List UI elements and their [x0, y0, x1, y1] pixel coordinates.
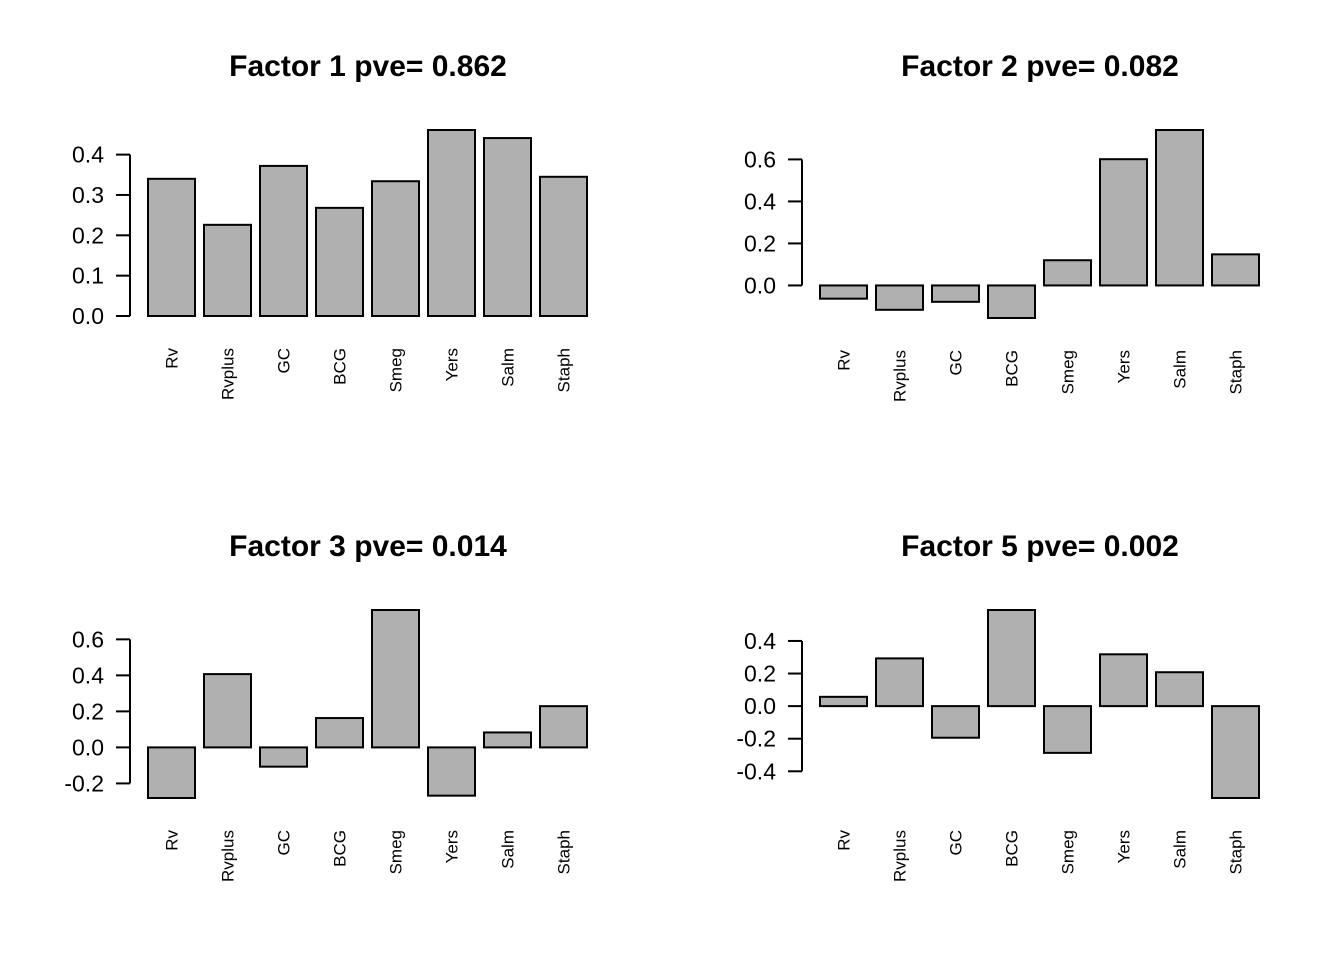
category-label: Salm	[1171, 830, 1190, 869]
bar-yers	[427, 129, 476, 317]
category-label: Salm	[1171, 350, 1190, 389]
bar-bcg	[987, 609, 1036, 708]
bar-rvplus	[875, 284, 924, 311]
y-tick-label: 0.4	[72, 142, 104, 168]
chart-title: Factor 3 pve= 0.014	[229, 530, 507, 563]
bar-staph	[539, 705, 588, 749]
y-tick-label: 0.2	[744, 230, 776, 256]
category-label: Rv	[163, 830, 182, 851]
bar-bcg	[315, 206, 364, 317]
y-tick-label: 0.4	[744, 628, 776, 654]
y-tick-label: -0.2	[64, 770, 104, 796]
category-label: Yers	[1115, 830, 1134, 863]
category-label: Yers	[443, 830, 462, 863]
y-tick-label: 0.0	[72, 303, 104, 329]
chart-title: Factor 2 pve= 0.082	[901, 50, 1179, 83]
y-tick-label: -0.4	[736, 758, 776, 784]
category-label: Staph	[1227, 350, 1246, 394]
category-label: Salm	[499, 830, 518, 869]
bar-staph	[539, 175, 588, 317]
category-label: GC	[275, 348, 294, 374]
bar-yers	[427, 746, 476, 797]
bar-smeg	[371, 180, 420, 317]
category-label: Staph	[1227, 830, 1246, 874]
y-tick-label: 0.4	[744, 188, 776, 214]
bar-yers	[1099, 158, 1148, 287]
y-tick-label: -0.2	[736, 726, 776, 752]
category-label: Rvplus	[219, 830, 238, 882]
y-tick-label: 0.1	[72, 263, 104, 289]
category-label: Rv	[163, 348, 182, 369]
category-label: Rv	[835, 350, 854, 371]
y-tick-label: 0.2	[72, 222, 104, 248]
category-label: GC	[947, 350, 966, 376]
category-label: Smeg	[1059, 350, 1078, 394]
y-tick-label: 0.2	[72, 698, 104, 724]
y-tick-label: 0.0	[744, 693, 776, 719]
bar-rvplus	[875, 657, 924, 708]
chart-panel-1: Factor 1 pve= 0.862 0.0 0.1 0.2 0.3 0.4 Rv Rvpl…	[72, 50, 588, 400]
chart-panel-4: Factor 5 pve= 0.002 -0.4 -0.2 0.0 0.2 0.4 Rv Rv…	[736, 530, 1260, 882]
chart-title: Factor 5 pve= 0.002	[901, 530, 1179, 563]
category-label: BCG	[331, 348, 350, 385]
bar-rvplus	[203, 673, 252, 749]
y-tick-label: 0.2	[744, 661, 776, 687]
bar-bcg	[315, 717, 364, 749]
bar-gc	[259, 164, 308, 317]
bar-smeg	[1043, 705, 1092, 754]
category-label: BCG	[331, 830, 350, 867]
bar-yers	[1099, 653, 1148, 708]
chart-panel-2: Factor 2 pve= 0.082 0.0 0.2 0.4 0.6 Rv Rvplus G…	[744, 50, 1260, 402]
category-label: Rvplus	[891, 350, 910, 402]
bar-smeg	[371, 609, 420, 749]
bar-rv	[819, 284, 868, 300]
category-label: Yers	[443, 348, 462, 381]
category-label: Smeg	[387, 348, 406, 392]
y-tick-label: 0.6	[744, 146, 776, 172]
bar-gc	[931, 705, 980, 739]
y-tick-label: 0.0	[744, 272, 776, 298]
bar-smeg	[1043, 259, 1092, 287]
category-label: GC	[947, 830, 966, 856]
category-label: Yers	[1115, 350, 1134, 383]
bar-bcg	[987, 284, 1036, 320]
category-label: BCG	[1003, 350, 1022, 387]
category-label: Smeg	[1059, 830, 1078, 874]
bar-rv	[147, 177, 196, 317]
bar-salm	[1155, 129, 1204, 287]
chart-title: Factor 1 pve= 0.862	[229, 50, 507, 83]
bar-salm	[483, 137, 532, 317]
bar-staph	[1211, 253, 1260, 287]
category-label: Rvplus	[891, 830, 910, 882]
bar-rvplus	[203, 223, 252, 317]
category-label: BCG	[1003, 830, 1022, 867]
category-label: Salm	[499, 348, 518, 387]
category-label: Smeg	[387, 830, 406, 874]
y-tick-label: 0.4	[72, 662, 104, 688]
category-label: Staph	[555, 348, 574, 392]
y-tick-label: 0.3	[72, 182, 104, 208]
category-label: GC	[275, 830, 294, 856]
category-label: Rv	[835, 830, 854, 851]
category-label: Rvplus	[219, 348, 238, 400]
bar-salm	[483, 731, 532, 749]
bar-salm	[1155, 671, 1204, 708]
y-tick-label: 0.0	[72, 734, 104, 760]
bar-gc	[931, 284, 980, 303]
y-tick-label: 0.6	[72, 626, 104, 652]
bar-rv	[147, 746, 196, 799]
category-label: Staph	[555, 830, 574, 874]
bar-gc	[259, 746, 308, 768]
bar-rv	[819, 695, 868, 708]
chart-panel-3: Factor 3 pve= 0.014 -0.2 0.0 0.2 0.4 0.6 Rv Rvp…	[64, 530, 588, 882]
bar-staph	[1211, 705, 1260, 800]
